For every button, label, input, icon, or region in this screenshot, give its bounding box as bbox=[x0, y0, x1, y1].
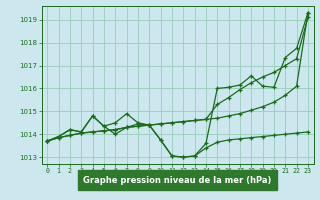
X-axis label: Graphe pression niveau de la mer (hPa): Graphe pression niveau de la mer (hPa) bbox=[84, 176, 272, 185]
